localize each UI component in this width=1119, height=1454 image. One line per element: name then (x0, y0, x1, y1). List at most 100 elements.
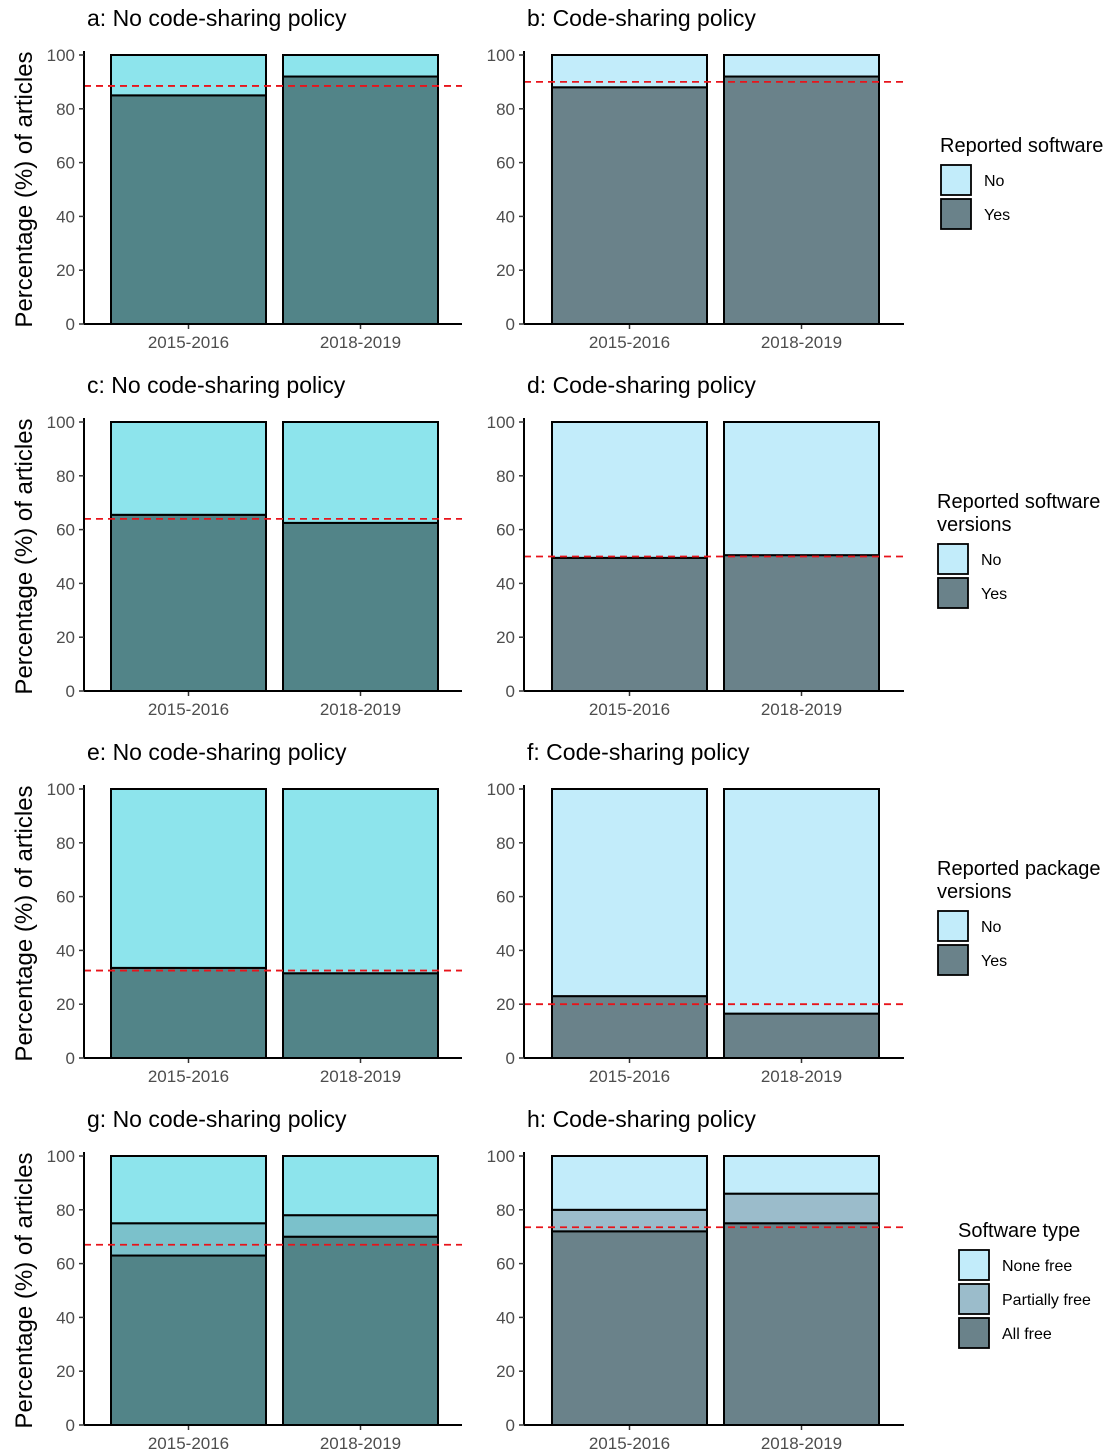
legend-swatch-yes (940, 198, 972, 230)
panel-d: d: Code-sharing policy 2015-2016 2018-2019… (487, 372, 904, 719)
x-tick-label: 2018-2019 (761, 1067, 842, 1086)
bar-yes (282, 521, 439, 692)
y-tick-label: 0 (66, 1049, 75, 1068)
x-tick-label: 2015-2016 (589, 333, 670, 352)
y-tick-label: 40 (56, 1308, 75, 1327)
y-tick-label: 40 (496, 207, 515, 226)
y-tick-label: 0 (506, 1049, 515, 1068)
legend-label: All free (1002, 1326, 1052, 1343)
legend-label: Yes (984, 207, 1010, 224)
legend-title: Reported package (937, 858, 1100, 880)
legend-4: Software type None free Partially free All … (958, 1220, 1091, 1349)
x-tick-label: 2018-2019 (320, 333, 401, 352)
y-tick-label: 80 (56, 467, 75, 486)
y-tick-label: 20 (56, 628, 75, 647)
y-axis-label: Percentage (%) of articles (11, 418, 38, 694)
y-tick-label: 40 (496, 574, 515, 593)
y-tick-label: 100 (487, 780, 515, 799)
bar-all-free (282, 1235, 439, 1426)
bar-all-free (110, 1254, 267, 1427)
y-tick-label: 20 (496, 995, 515, 1014)
bar-yes (110, 966, 267, 1060)
bar-partially-free (110, 1222, 267, 1257)
y-tick-label: 20 (496, 261, 515, 280)
y-tick-label: 40 (56, 941, 75, 960)
bar-yes (723, 75, 880, 325)
y-tick-label: 0 (506, 682, 515, 701)
y-tick-label: 80 (496, 1201, 515, 1220)
panel-f: f: Code-sharing policy 2015-2016 2018-2019… (487, 739, 904, 1086)
legend-label: No (984, 173, 1005, 190)
x-tick-label: 2015-2016 (148, 1434, 229, 1453)
panel-c: c: No code-sharing policy Percentage (%) … (11, 372, 462, 719)
bar-no (551, 788, 708, 998)
bar-none-free (110, 1155, 267, 1225)
x-tick-label: 2015-2016 (148, 1067, 229, 1086)
legend-swatch-no (940, 164, 972, 196)
bar-yes (723, 1012, 880, 1059)
legend-swatch-partially-free (958, 1283, 990, 1315)
panel-a: a: No code-sharing policy Percentage (%) … (11, 5, 462, 352)
x-tick-label: 2018-2019 (761, 1434, 842, 1453)
bar-yes (282, 972, 439, 1060)
y-tick-label: 20 (56, 1362, 75, 1381)
x-tick-label: 2018-2019 (320, 1067, 401, 1086)
y-tick-label: 80 (496, 834, 515, 853)
bar-yes (551, 86, 708, 325)
y-tick-label: 80 (56, 1201, 75, 1220)
y-axis-label: Percentage (%) of articles (11, 51, 38, 327)
bar-yes (110, 94, 267, 325)
y-tick-label: 100 (487, 46, 515, 65)
y-tick-label: 60 (56, 1255, 75, 1274)
y-tick-label: 60 (56, 521, 75, 540)
y-tick-label: 80 (56, 834, 75, 853)
bar-no (110, 54, 267, 97)
bar-no (110, 788, 267, 969)
y-tick-label: 40 (496, 941, 515, 960)
y-tick-label: 100 (487, 413, 515, 432)
bar-no (110, 421, 267, 516)
legend-label: No (981, 552, 1002, 569)
y-axis-label: Percentage (%) of articles (11, 1152, 38, 1428)
y-tick-label: 60 (56, 888, 75, 907)
y-tick-label: 40 (56, 207, 75, 226)
bar-yes (551, 556, 708, 692)
panel-e: e: No code-sharing policy Percentage (%) … (11, 739, 462, 1086)
bar-no (723, 788, 880, 1015)
bar-all-free (723, 1222, 880, 1426)
y-tick-label: 60 (496, 1255, 515, 1274)
x-tick-label: 2015-2016 (148, 700, 229, 719)
bar-yes (723, 554, 880, 693)
legend-title: Software type (958, 1220, 1080, 1242)
y-tick-label: 80 (496, 467, 515, 486)
bar-all-free (551, 1230, 708, 1426)
panel-title: a: No code-sharing policy (87, 5, 347, 31)
panel-title: e: No code-sharing policy (87, 739, 347, 765)
legend-title: versions (937, 514, 1011, 536)
legend-title: Reported software (937, 491, 1100, 513)
legend-label: No (981, 919, 1002, 936)
legend-swatch-yes (937, 577, 969, 609)
legend-swatch-all-free (958, 1317, 990, 1349)
panel-title: h: Code-sharing policy (527, 1106, 756, 1132)
bar-none-free (723, 1155, 880, 1195)
x-tick-label: 2018-2019 (320, 1434, 401, 1453)
bar-partially-free (282, 1214, 439, 1238)
y-tick-label: 20 (56, 995, 75, 1014)
y-tick-label: 20 (496, 1362, 515, 1381)
y-tick-label: 0 (506, 1416, 515, 1435)
panel-h: h: Code-sharing policy 2015-2016 2018-2019… (487, 1106, 904, 1453)
y-tick-label: 80 (496, 100, 515, 119)
bar-no (282, 421, 439, 524)
panel-title: b: Code-sharing policy (527, 5, 756, 31)
panel-title: d: Code-sharing policy (527, 372, 756, 398)
y-tick-label: 100 (47, 413, 75, 432)
x-tick-label: 2015-2016 (589, 1067, 670, 1086)
x-tick-label: 2018-2019 (320, 700, 401, 719)
y-tick-label: 20 (496, 628, 515, 647)
y-tick-label: 0 (66, 1416, 75, 1435)
legend-label: Partially free (1002, 1292, 1091, 1309)
y-tick-label: 60 (496, 521, 515, 540)
